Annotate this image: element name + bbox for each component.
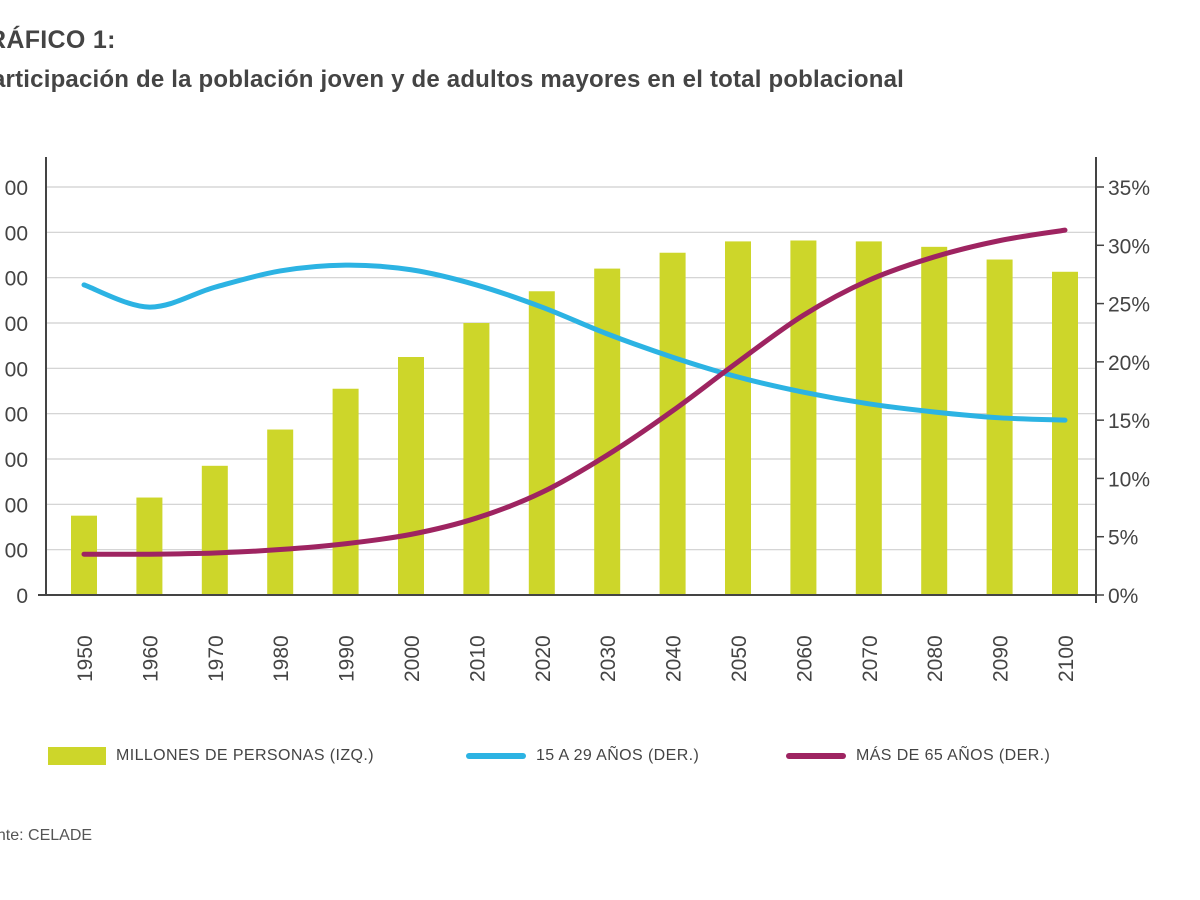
legend-item-65-plus: MÁS DE 65 AÑOS (DER.)	[786, 745, 1050, 767]
line-series-15-29	[81, 262, 1068, 423]
bar	[201, 465, 228, 595]
legend-swatch-65-plus	[786, 753, 846, 759]
legend-label-65-plus: MÁS DE 65 AÑOS (DER.)	[856, 747, 1051, 764]
bar	[855, 241, 882, 595]
left-axis-tick-label: 00	[5, 268, 28, 291]
bar	[986, 259, 1013, 595]
x-axis-tick-label: 1950	[74, 635, 97, 682]
x-axis-tick-label: 2080	[924, 635, 947, 682]
bar	[1052, 271, 1078, 595]
bar	[659, 252, 686, 595]
right-axis-tick-label: 30%	[1108, 235, 1150, 258]
left-axis-tick-label: 00	[5, 358, 28, 381]
x-axis-tick-label: 1980	[270, 635, 293, 682]
legend-item-15-29: 15 A 29 AÑOS (DER.)	[466, 745, 699, 767]
legend-item-population: MILLONES DE PERSONAS (IZQ.)	[48, 745, 374, 767]
left-axis-tick-label: 00	[5, 449, 28, 472]
left-axis-tick-label: 00	[5, 313, 28, 336]
legend-label-15-29: 15 A 29 AÑOS (DER.)	[536, 747, 700, 764]
left-axis-tick-label: 00	[5, 222, 28, 245]
bar	[463, 323, 490, 595]
x-axis-tick-label: 2040	[663, 635, 686, 682]
bar	[594, 268, 621, 595]
x-axis-tick-label: 2050	[728, 635, 751, 682]
bar	[332, 388, 359, 595]
bar	[921, 246, 948, 595]
bar	[136, 497, 163, 595]
left-axis-tick-label: 00	[5, 404, 28, 427]
x-axis-tick-label: 2060	[793, 635, 816, 682]
x-axis-tick-label: 2010	[466, 635, 489, 682]
x-axis-tick-label: 1960	[139, 635, 162, 682]
x-axis-tick-label: 1970	[205, 635, 228, 682]
legend-swatch-15-29	[466, 753, 526, 759]
bar	[398, 357, 424, 595]
right-axis-tick-label: 25%	[1108, 294, 1150, 317]
chart-subtitle: articipación de la población joven y de …	[0, 66, 905, 93]
right-axis-tick-label: 15%	[1108, 410, 1150, 433]
chart-title: RÁFICO 1:	[0, 26, 116, 54]
x-axis-tick-label: 2020	[532, 635, 555, 682]
bar	[267, 429, 294, 595]
bar	[790, 240, 817, 595]
x-axis-tick-label: 2000	[401, 635, 424, 682]
bar	[725, 241, 751, 595]
x-axis-tick-label: 2030	[597, 635, 620, 682]
x-axis-tick-label: 2100	[1055, 635, 1078, 682]
left-axis-tick-label: 0	[16, 585, 28, 608]
left-axis-tick-label: 00	[5, 494, 28, 517]
source-note: ente: CELADE	[0, 827, 93, 844]
legend-label-population: MILLONES DE PERSONAS (IZQ.)	[116, 747, 374, 764]
x-axis-tick-label: 2090	[990, 635, 1013, 682]
x-axis-tick-label: 1990	[336, 635, 359, 682]
right-axis-tick-label: 5%	[1108, 527, 1138, 550]
legend-swatch-population	[48, 747, 106, 765]
left-axis-tick-label: 00	[5, 540, 28, 563]
right-axis-tick-label: 20%	[1108, 352, 1150, 375]
line-series-65-plus	[81, 227, 1068, 557]
bar	[528, 291, 555, 595]
right-axis-tick-label: 10%	[1108, 468, 1150, 491]
left-axis-tick-label: 00	[5, 177, 28, 200]
x-axis-tick-label: 2070	[859, 635, 882, 682]
right-axis-tick-label: 35%	[1108, 177, 1150, 200]
right-axis-tick-label: 0%	[1108, 585, 1138, 608]
